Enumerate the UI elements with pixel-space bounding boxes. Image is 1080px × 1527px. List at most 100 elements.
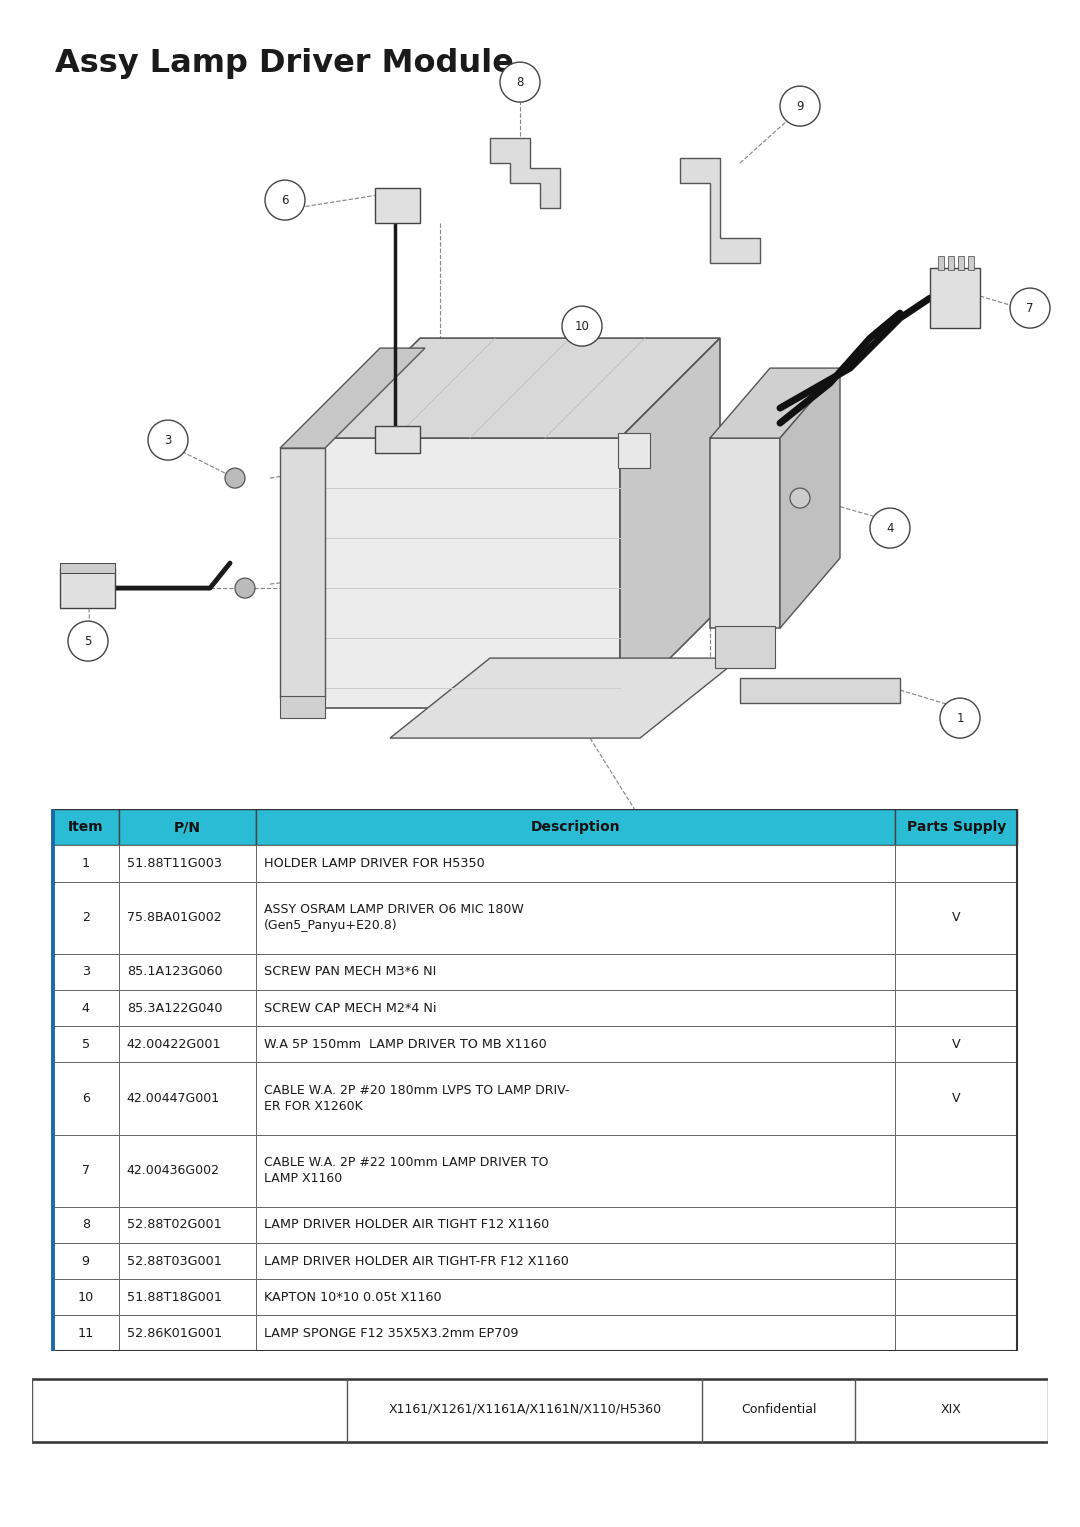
FancyBboxPatch shape [53,1315,119,1351]
FancyBboxPatch shape [895,881,1017,954]
FancyBboxPatch shape [53,989,119,1026]
Circle shape [562,305,602,347]
Text: W.A 5P 150mm  LAMP DRIVER TO MB X1160: W.A 5P 150mm LAMP DRIVER TO MB X1160 [264,1038,546,1051]
Text: 42.00422G001: 42.00422G001 [126,1038,221,1051]
Circle shape [870,508,910,548]
Polygon shape [968,257,974,270]
FancyBboxPatch shape [53,1206,119,1243]
Text: 5: 5 [84,635,92,647]
Circle shape [780,86,820,127]
Polygon shape [618,434,650,469]
Text: 85.1A123G060: 85.1A123G060 [126,965,222,979]
FancyBboxPatch shape [53,1243,119,1280]
FancyBboxPatch shape [256,1280,895,1315]
Text: Item: Item [68,820,104,834]
Text: 3: 3 [82,965,90,979]
Text: 52.86K01G001: 52.86K01G001 [126,1327,221,1339]
Circle shape [68,621,108,661]
Text: LAMP SPONGE F12 35X5X3.2mm EP709: LAMP SPONGE F12 35X5X3.2mm EP709 [264,1327,518,1339]
Circle shape [492,846,507,860]
Text: P/N: P/N [174,820,201,834]
Text: 9: 9 [796,99,804,113]
Text: 8: 8 [82,1219,90,1231]
FancyBboxPatch shape [119,1063,256,1135]
Text: 51.88T11G003: 51.88T11G003 [126,857,221,870]
Text: LAMP DRIVER HOLDER AIR TIGHT-FR F12 X1160: LAMP DRIVER HOLDER AIR TIGHT-FR F12 X116… [264,1255,569,1267]
Text: SCREW CAP MECH M2*4 Ni: SCREW CAP MECH M2*4 Ni [264,1002,436,1014]
Circle shape [627,811,669,851]
Polygon shape [715,626,775,669]
FancyBboxPatch shape [256,1135,895,1206]
FancyBboxPatch shape [53,881,119,954]
Text: 6: 6 [82,1092,90,1106]
Text: KAPTON 10*10 0.05t X1160: KAPTON 10*10 0.05t X1160 [264,1290,442,1304]
FancyBboxPatch shape [256,954,895,989]
Text: 85.3A122G040: 85.3A122G040 [126,1002,222,1014]
Polygon shape [620,337,720,709]
Circle shape [940,698,980,738]
Text: 9: 9 [82,1255,90,1267]
Text: 52.88T03G001: 52.88T03G001 [126,1255,221,1267]
Circle shape [148,420,188,460]
Text: 7: 7 [82,1164,90,1177]
FancyBboxPatch shape [256,1315,895,1351]
FancyBboxPatch shape [119,881,256,954]
FancyBboxPatch shape [53,954,119,989]
Text: 8: 8 [516,76,524,89]
FancyBboxPatch shape [53,1026,119,1063]
Text: V: V [951,1038,960,1051]
Text: 10: 10 [575,319,590,333]
Polygon shape [930,269,980,328]
FancyBboxPatch shape [895,1206,1017,1243]
Polygon shape [375,426,420,454]
Text: 6: 6 [281,194,288,206]
Circle shape [235,579,255,599]
Circle shape [265,180,305,220]
Circle shape [492,811,508,826]
Circle shape [789,489,810,508]
Polygon shape [939,257,944,270]
Text: 42.00436G002: 42.00436G002 [126,1164,220,1177]
Text: CABLE W.A. 2P #22 100mm LAMP DRIVER TO
LAMP X1160: CABLE W.A. 2P #22 100mm LAMP DRIVER TO L… [264,1156,549,1185]
FancyBboxPatch shape [895,954,1017,989]
Polygon shape [280,348,426,447]
Polygon shape [60,563,114,573]
FancyBboxPatch shape [119,1026,256,1063]
Polygon shape [948,257,954,270]
Text: 5: 5 [82,1038,90,1051]
Text: Assy Lamp Driver Module: Assy Lamp Driver Module [55,47,514,79]
Text: 52.88T02G001: 52.88T02G001 [126,1219,221,1231]
Text: 10: 10 [78,1290,94,1304]
FancyBboxPatch shape [53,1063,119,1135]
Text: V: V [951,912,960,924]
FancyBboxPatch shape [895,846,1017,881]
Text: 11: 11 [78,1327,94,1339]
FancyBboxPatch shape [256,1063,895,1135]
FancyBboxPatch shape [895,1280,1017,1315]
FancyBboxPatch shape [895,1315,1017,1351]
FancyBboxPatch shape [895,1026,1017,1063]
Text: 4: 4 [82,1002,90,1014]
Polygon shape [490,137,561,208]
FancyBboxPatch shape [53,1280,119,1315]
Text: 1: 1 [82,857,90,870]
Text: XIX: XIX [941,1403,961,1416]
Text: 11: 11 [640,823,656,837]
FancyBboxPatch shape [256,881,895,954]
FancyBboxPatch shape [53,809,119,846]
Text: 51.88T18G001: 51.88T18G001 [126,1290,221,1304]
Text: Description: Description [530,820,620,834]
Text: X1161/X1261/X1161A/X1161N/X110/H5360: X1161/X1261/X1161A/X1161N/X110/H5360 [388,1403,661,1416]
Text: 3: 3 [164,434,172,446]
FancyBboxPatch shape [53,1135,119,1206]
Text: SCREW PAN MECH M3*6 NI: SCREW PAN MECH M3*6 NI [264,965,436,979]
FancyBboxPatch shape [256,846,895,881]
Text: 75.8BA01G002: 75.8BA01G002 [126,912,221,924]
Polygon shape [60,568,114,608]
Text: V: V [951,1092,960,1106]
FancyBboxPatch shape [119,1243,256,1280]
Circle shape [225,469,245,489]
Text: HOLDER LAMP DRIVER FOR H5350: HOLDER LAMP DRIVER FOR H5350 [264,857,485,870]
FancyBboxPatch shape [119,809,256,846]
FancyBboxPatch shape [119,989,256,1026]
